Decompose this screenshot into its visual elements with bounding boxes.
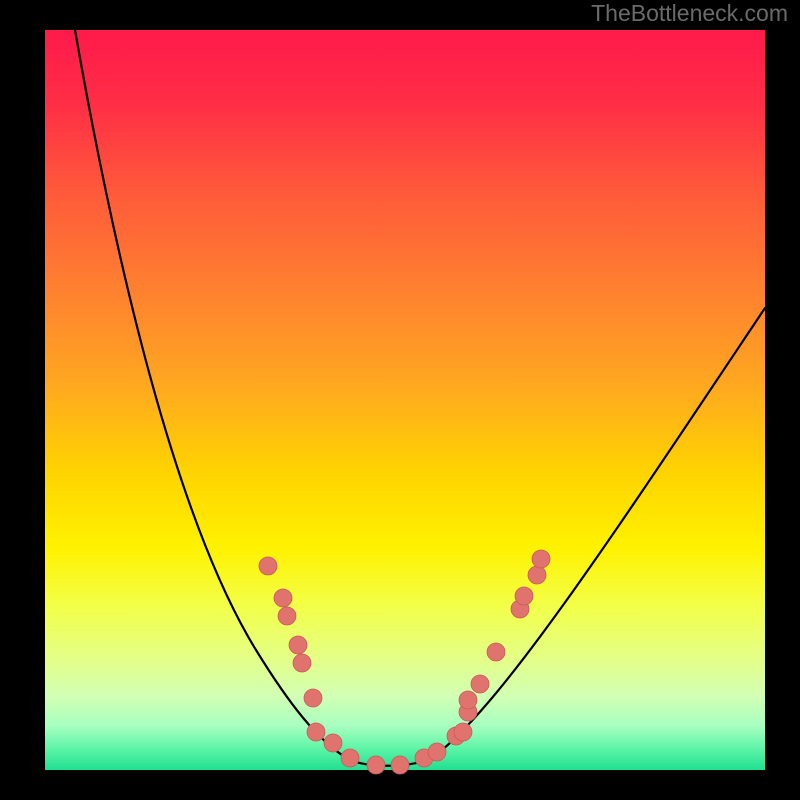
marker-point [304,689,322,707]
marker-point [289,636,307,654]
plot-background [45,30,765,770]
marker-point [515,587,533,605]
marker-point [391,756,409,774]
marker-point [532,550,550,568]
marker-point [293,654,311,672]
marker-point [274,589,292,607]
marker-point [454,723,472,741]
chart-stage: TheBottleneck.com [0,0,800,800]
marker-point [307,723,325,741]
marker-point [428,743,446,761]
marker-point [487,643,505,661]
marker-point [471,675,489,693]
marker-point [259,557,277,575]
plot-svg [0,0,800,800]
marker-point [278,607,296,625]
marker-point [341,749,359,767]
marker-point [367,756,385,774]
marker-point [528,566,546,584]
marker-point [459,691,477,709]
marker-point [324,734,342,752]
